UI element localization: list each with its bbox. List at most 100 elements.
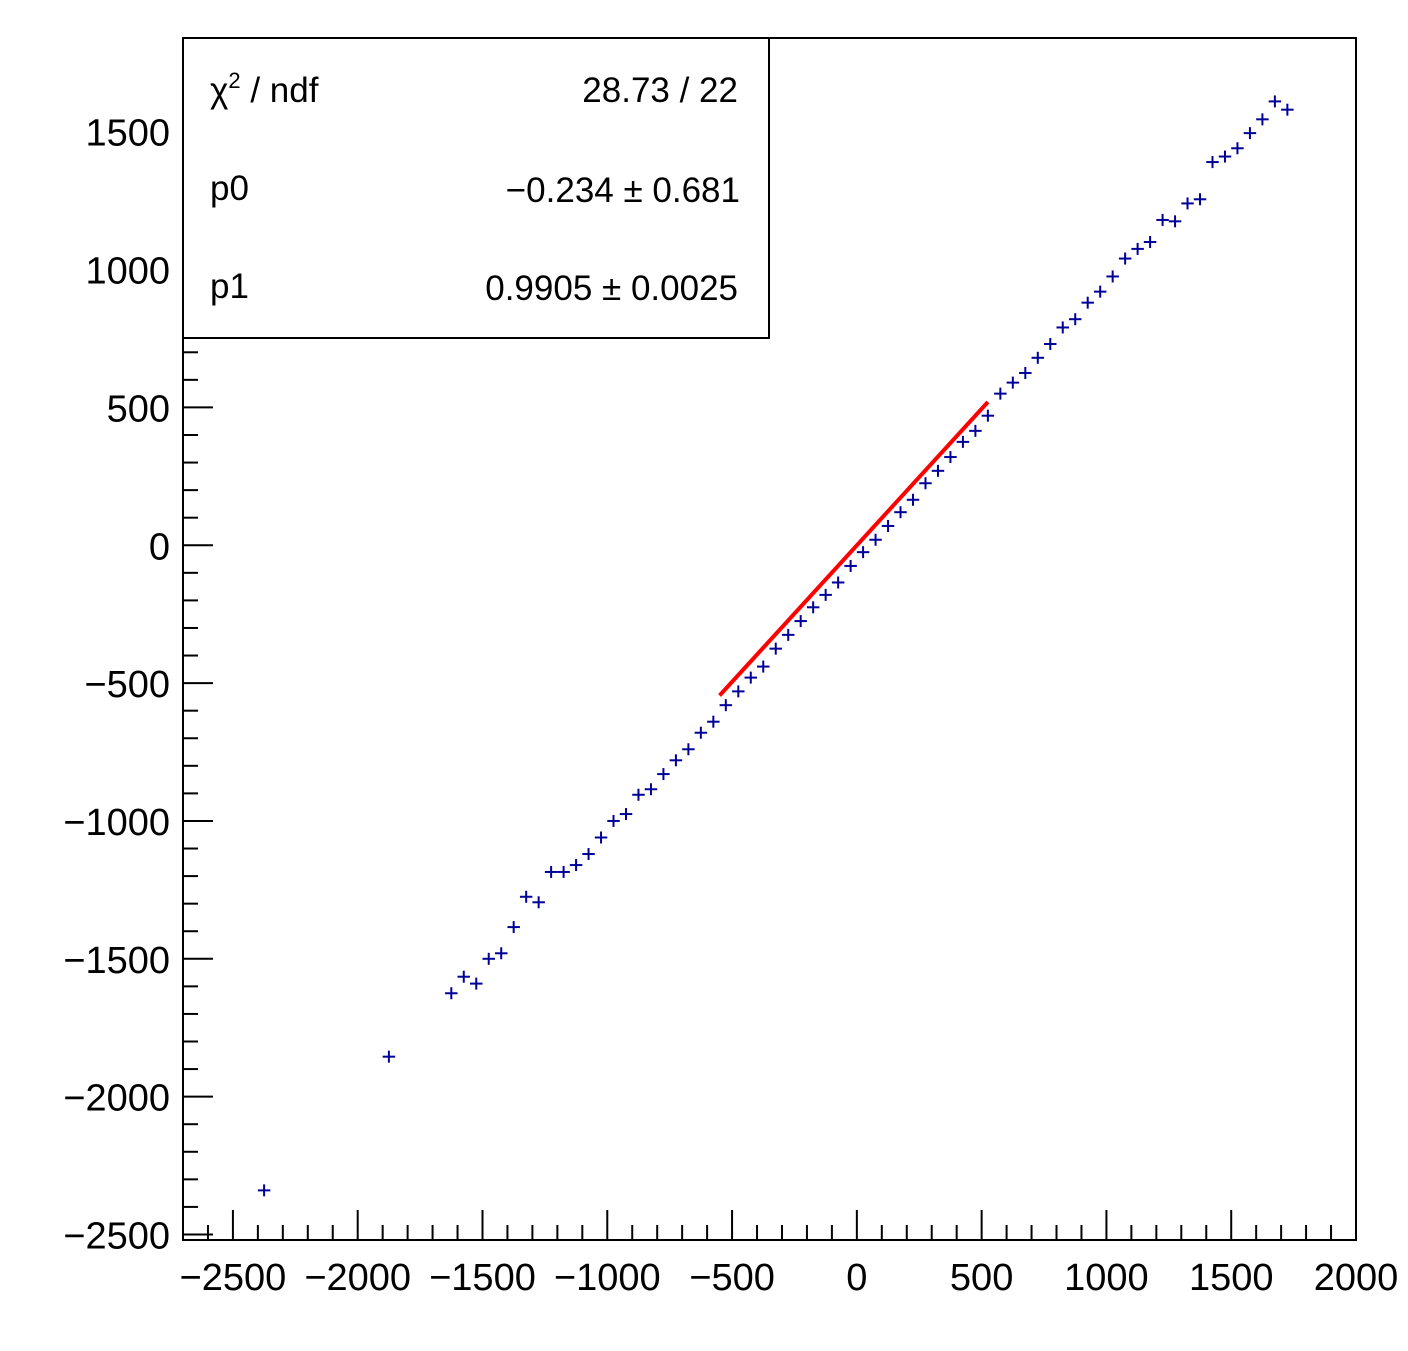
x-tick-label: −1500 bbox=[429, 1257, 536, 1299]
data-point bbox=[532, 896, 545, 909]
y-axis: −2500 −2000 −1500 −1000 −500 0 500 1000 1500 bbox=[63, 48, 213, 1257]
data-point bbox=[806, 601, 820, 614]
data-point bbox=[494, 947, 508, 960]
data-point bbox=[544, 865, 558, 878]
x-tick-label: 2000 bbox=[1314, 1257, 1399, 1299]
data-point bbox=[856, 546, 870, 559]
data-point bbox=[1181, 197, 1194, 210]
data-point bbox=[707, 715, 720, 728]
y-tick-label: −500 bbox=[84, 664, 170, 706]
x-tick-label: 0 bbox=[846, 1257, 867, 1299]
data-point bbox=[632, 788, 645, 801]
data-point bbox=[1106, 270, 1119, 283]
x-tick-label: 500 bbox=[950, 1257, 1013, 1299]
fit-line-segment bbox=[718, 400, 990, 697]
data-point bbox=[445, 987, 458, 1000]
x-tick-label: −500 bbox=[689, 1257, 775, 1299]
data-point bbox=[1044, 338, 1057, 351]
data-point bbox=[1006, 376, 1020, 389]
data-point bbox=[844, 559, 857, 572]
data-point bbox=[794, 615, 807, 628]
data-point bbox=[931, 464, 945, 477]
x-axis: −2500 −2000 −1500 −1000 −500 0 500 1000 1500 2000 bbox=[180, 1210, 1399, 1299]
stats-box: χ2 / ndf 28.73 / 22 p0 −0.234 ± 0.681 p1… bbox=[182, 37, 770, 339]
data-point bbox=[1206, 156, 1219, 169]
y-tick-label: −2500 bbox=[63, 1215, 170, 1257]
data-point bbox=[1131, 242, 1144, 255]
data-point bbox=[594, 831, 608, 844]
data-points bbox=[257, 95, 1294, 1197]
y-tick-label: 0 bbox=[149, 526, 170, 568]
stats-row-chi2-label: χ2 / ndf bbox=[210, 68, 319, 110]
data-point bbox=[657, 768, 670, 781]
data-point bbox=[732, 685, 745, 698]
y-tick-label: 500 bbox=[107, 388, 170, 430]
stats-row-p1-value: 0.9905 ± 0.0025 bbox=[485, 269, 738, 308]
data-point bbox=[582, 848, 595, 861]
data-point bbox=[744, 671, 758, 684]
data-point bbox=[869, 533, 882, 546]
data-point bbox=[894, 506, 907, 519]
data-point bbox=[994, 387, 1007, 400]
data-point bbox=[1168, 215, 1182, 228]
data-point bbox=[682, 743, 695, 756]
data-point bbox=[757, 660, 770, 673]
x-tick-label: −2500 bbox=[180, 1257, 287, 1299]
data-point bbox=[719, 699, 733, 712]
data-point bbox=[1031, 351, 1045, 364]
stats-row-p0-label: p0 bbox=[210, 169, 249, 208]
data-point bbox=[557, 865, 570, 878]
data-point bbox=[519, 890, 533, 903]
y-tick-label: 1500 bbox=[85, 113, 170, 155]
data-point bbox=[956, 435, 970, 448]
stats-box-frame bbox=[182, 37, 770, 339]
y-tick-label: 1000 bbox=[85, 251, 170, 293]
data-point bbox=[831, 576, 845, 589]
data-point bbox=[569, 859, 583, 872]
data-point bbox=[619, 808, 633, 821]
data-point bbox=[1281, 103, 1294, 116]
data-point bbox=[981, 409, 995, 422]
data-point bbox=[1056, 321, 1069, 334]
data-point bbox=[694, 726, 708, 739]
data-point bbox=[507, 921, 520, 934]
data-point bbox=[382, 1050, 396, 1063]
y-tick-label: −2000 bbox=[63, 1078, 170, 1120]
x-tick-label: 1500 bbox=[1189, 1257, 1274, 1299]
data-point bbox=[482, 952, 495, 965]
data-point bbox=[669, 754, 683, 767]
data-point bbox=[1019, 366, 1032, 379]
stats-row-p1-label: p1 bbox=[210, 267, 249, 306]
stats-row-p0-value: −0.234 ± 0.681 bbox=[506, 171, 740, 210]
fit-line bbox=[718, 400, 990, 697]
data-point bbox=[819, 588, 832, 601]
data-point bbox=[1243, 127, 1257, 140]
data-point bbox=[644, 783, 658, 796]
data-point bbox=[457, 970, 471, 983]
data-point bbox=[607, 814, 620, 827]
data-point bbox=[1231, 142, 1244, 155]
x-tick-label: −1000 bbox=[554, 1257, 661, 1299]
data-point bbox=[1268, 95, 1282, 108]
data-point bbox=[1156, 213, 1169, 226]
data-point bbox=[881, 519, 895, 532]
data-point bbox=[919, 477, 932, 490]
data-point bbox=[1093, 285, 1107, 298]
stats-row-chi2-value: 28.73 / 22 bbox=[582, 71, 738, 110]
data-point bbox=[1068, 313, 1082, 326]
data-point bbox=[769, 642, 782, 655]
data-point bbox=[1118, 252, 1132, 265]
y-tick-label: −1000 bbox=[63, 802, 170, 844]
data-point bbox=[906, 493, 920, 506]
data-point bbox=[470, 977, 483, 990]
data-point bbox=[969, 424, 982, 437]
data-point bbox=[257, 1184, 271, 1197]
data-point bbox=[1218, 150, 1232, 163]
x-tick-label: −2000 bbox=[304, 1257, 411, 1299]
y-tick-label: −1500 bbox=[63, 940, 170, 982]
data-point bbox=[1143, 236, 1157, 249]
data-point bbox=[1256, 113, 1269, 126]
data-point bbox=[944, 451, 957, 464]
data-point bbox=[1081, 296, 1094, 309]
